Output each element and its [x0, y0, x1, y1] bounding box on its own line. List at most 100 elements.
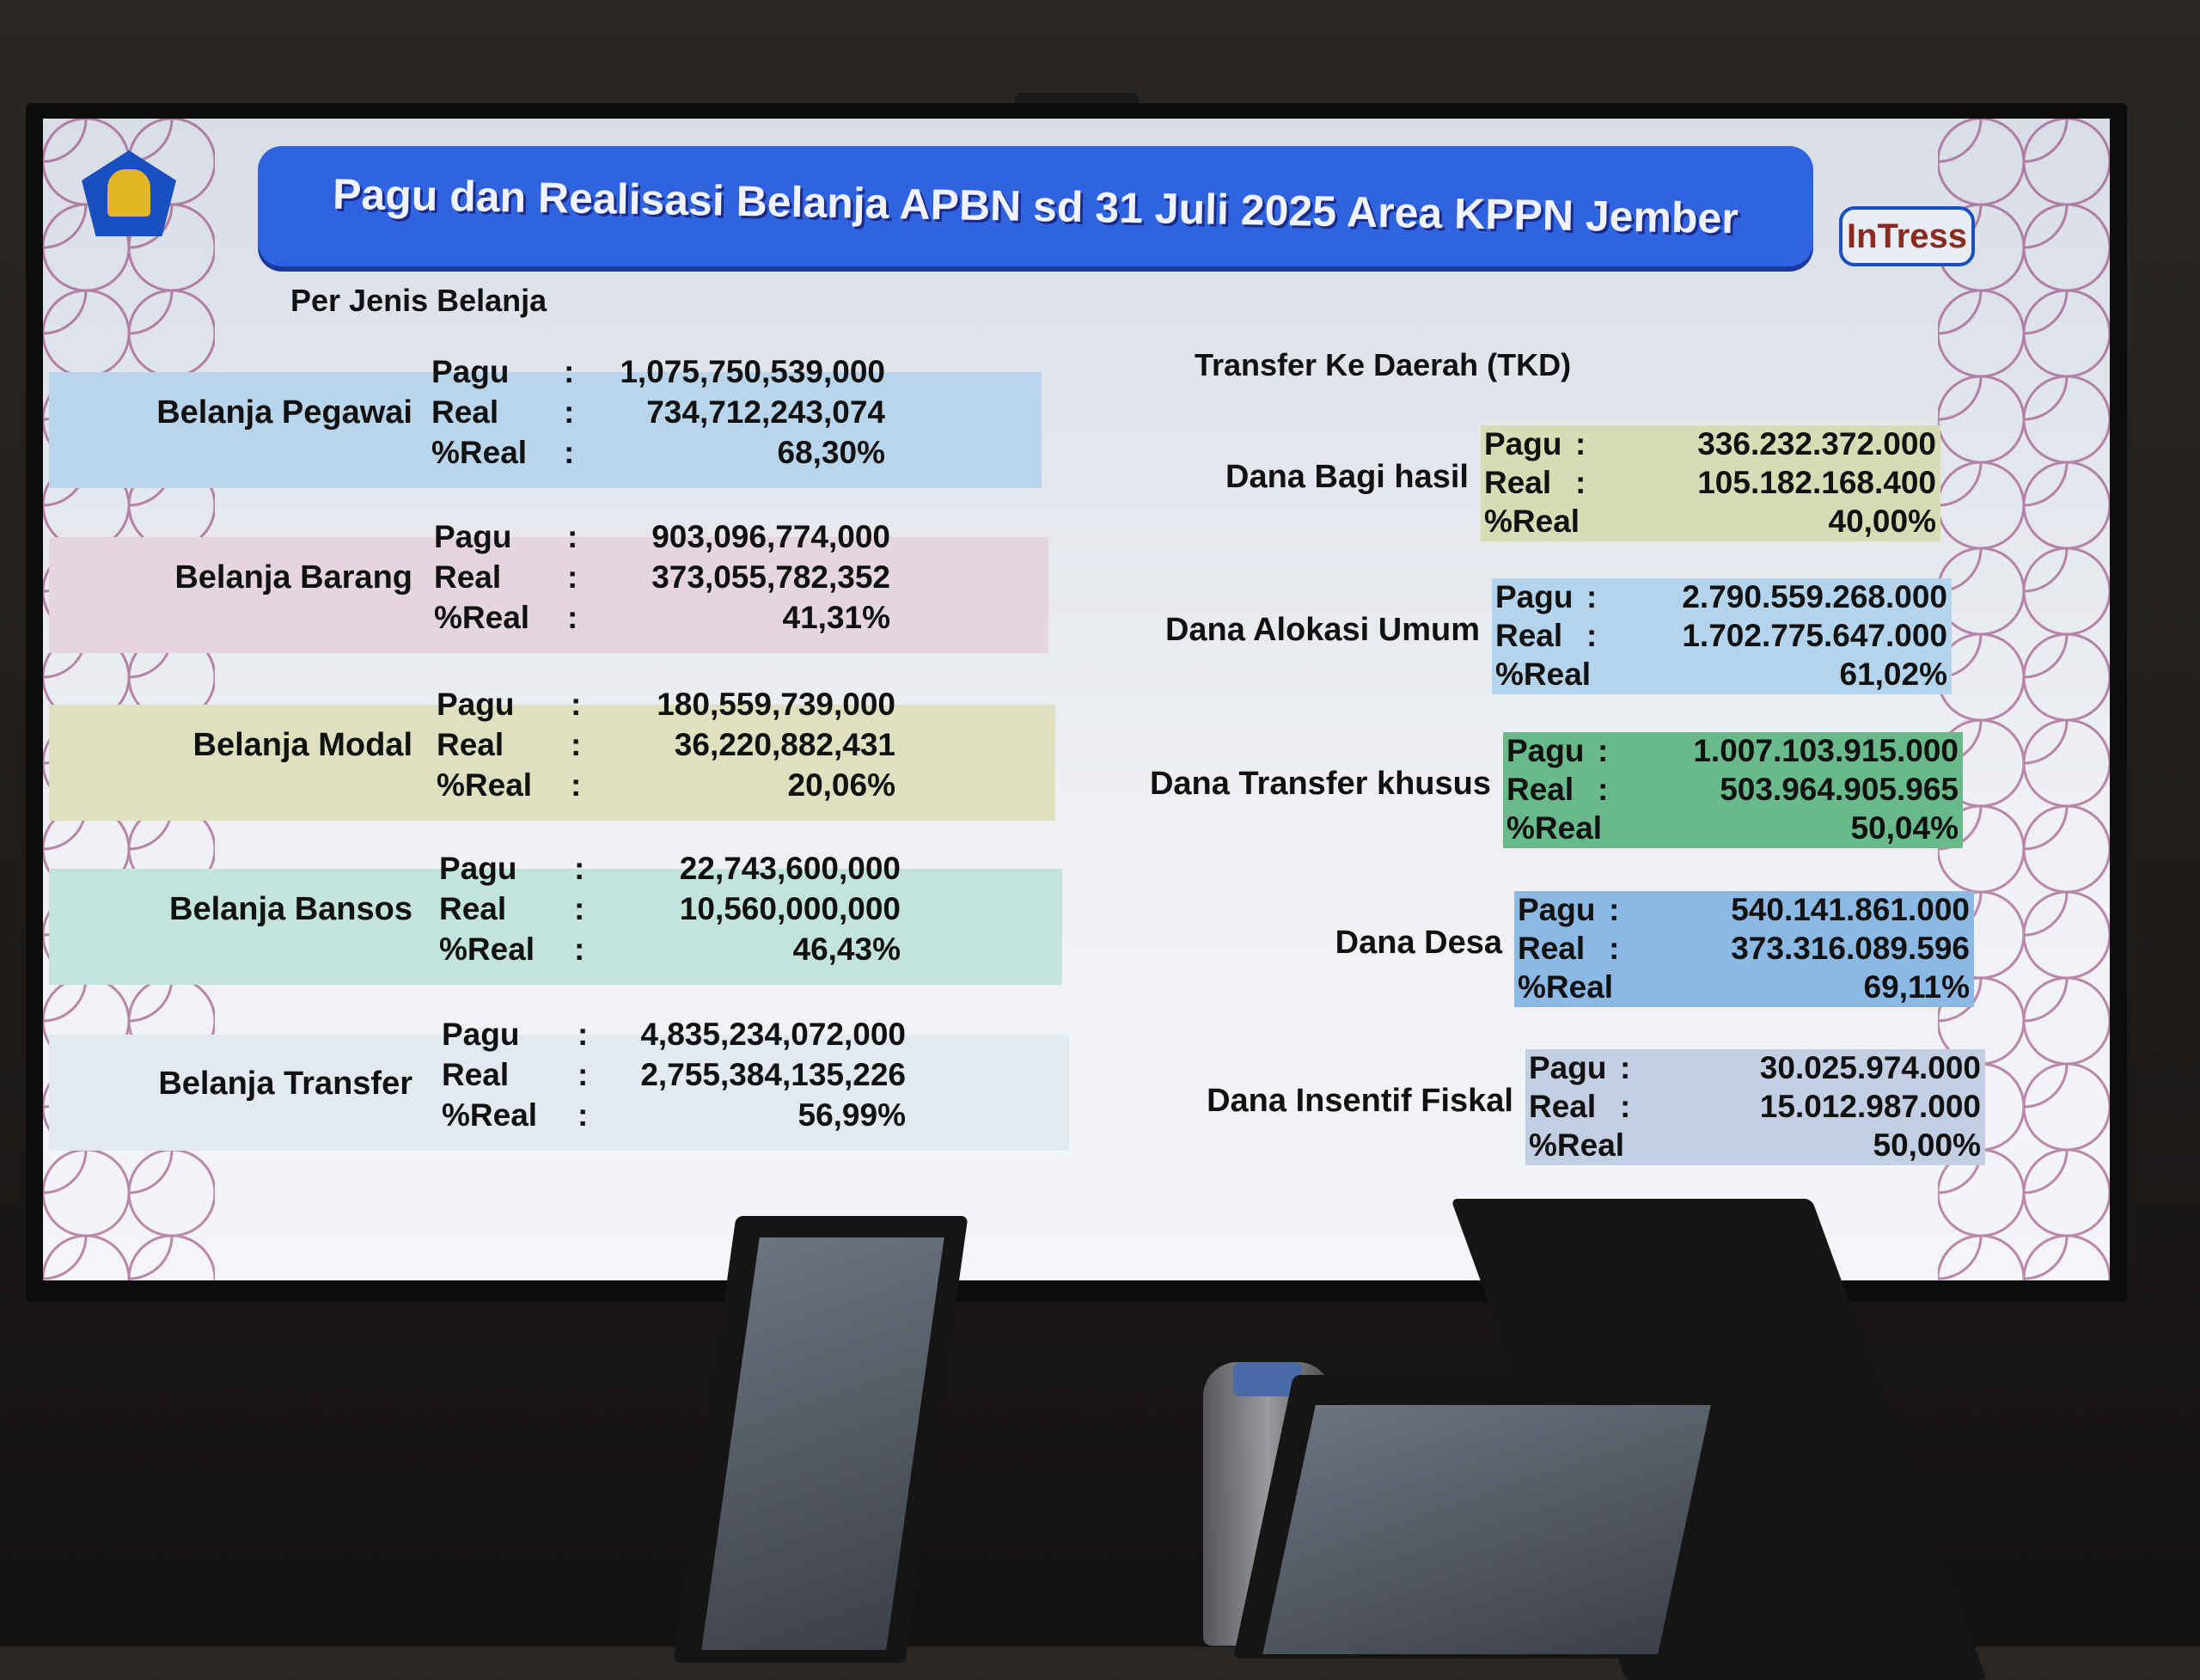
- row-separator: :: [564, 354, 575, 389]
- row-value-pct: 61,02%: [1839, 657, 1948, 692]
- row-label: %Real: [1506, 810, 1603, 846]
- row-label: Pagu: [1506, 733, 1585, 768]
- title-banner: Pagu dan Realisasi Belanja APBN sd 31 Ju…: [258, 146, 1813, 266]
- row-value-real: 503.964.905.965: [1720, 772, 1959, 807]
- tkd-box: [1492, 578, 1952, 694]
- row-label: Real: [1506, 772, 1574, 807]
- row-separator: :: [1620, 1050, 1631, 1085]
- row-separator: :: [567, 519, 578, 554]
- row-value-pagu: 1,075,750,539,000: [620, 354, 885, 389]
- row-label: %Real: [1529, 1127, 1625, 1163]
- row-label: %Real: [442, 1097, 538, 1133]
- row-value-pagu: 2.790.559.268.000: [1682, 579, 1947, 614]
- row-separator: :: [574, 851, 585, 886]
- row-value-real: 36,220,882,431: [674, 727, 895, 762]
- row-label: Real: [431, 394, 499, 430]
- row-separator: :: [1575, 426, 1586, 461]
- row-label: %Real: [439, 932, 535, 967]
- row-separator: :: [578, 1097, 589, 1133]
- row-separator: :: [1586, 579, 1598, 614]
- row-label: Pagu: [442, 1017, 520, 1052]
- row-value-real: 734,712,243,074: [646, 394, 885, 430]
- intress-logo: InTress: [1839, 206, 1975, 266]
- row-label: Pagu: [1529, 1050, 1607, 1085]
- row-label: Real: [442, 1057, 510, 1092]
- tkd-box: [1503, 732, 1963, 848]
- row-value-real: 2,755,384,135,226: [640, 1057, 906, 1092]
- belanja-box: [49, 705, 1055, 821]
- row-label: Pagu: [434, 519, 512, 554]
- belanja-box: [49, 1035, 1069, 1151]
- row-label: Real: [437, 727, 504, 762]
- row-label: %Real: [434, 600, 530, 635]
- belanja-box: [49, 372, 1042, 488]
- row-value-pct: 40,00%: [1828, 504, 1937, 539]
- right-heading: Transfer Ke Daerah (TKD): [1195, 347, 1572, 382]
- row-value-pct: 69,11%: [1863, 969, 1970, 1005]
- belanja-box: [49, 869, 1062, 985]
- laptop-front-screen: [1262, 1405, 1711, 1654]
- row-separator: :: [567, 600, 578, 635]
- left-heading: Per Jenis Belanja: [290, 283, 547, 318]
- belanja-name: Belanja Transfer: [158, 1066, 412, 1102]
- row-label: Pagu: [1518, 892, 1596, 927]
- row-value-pct: 50,00%: [1873, 1127, 1982, 1163]
- row-value-pct: 50,04%: [1850, 810, 1959, 846]
- row-value-pagu: 903,096,774,000: [651, 519, 890, 554]
- belanja-name: Belanja Barang: [174, 559, 412, 596]
- row-value-real: 105.182.168.400: [1697, 465, 1936, 500]
- tkd-name: Dana Insentif Fiskal: [1207, 1083, 1513, 1119]
- tkd-name: Dana Desa: [1335, 925, 1502, 961]
- row-value-pagu: 1.007.103.915.000: [1693, 733, 1959, 768]
- tkd-name: Dana Alokasi Umum: [1164, 612, 1480, 648]
- row-separator: :: [578, 1057, 589, 1092]
- row-label: Real: [1495, 618, 1563, 653]
- row-label: %Real: [1484, 504, 1580, 539]
- row-separator: :: [1609, 892, 1620, 927]
- row-separator: :: [571, 687, 582, 722]
- row-value-pagu: 180,559,739,000: [657, 687, 895, 722]
- row-separator: :: [1620, 1089, 1631, 1124]
- belanja-name: Belanja Pegawai: [156, 394, 412, 431]
- row-separator: :: [1598, 733, 1609, 768]
- row-label: Pagu: [1495, 579, 1574, 614]
- row-value-real: 1.702.775.647.000: [1682, 618, 1947, 653]
- row-value-real: 15.012.987.000: [1759, 1089, 1981, 1124]
- row-separator: :: [567, 559, 578, 595]
- row-value-pagu: 22,743,600,000: [679, 851, 901, 886]
- row-label: Pagu: [1484, 426, 1562, 461]
- row-separator: :: [571, 767, 582, 803]
- row-separator: :: [564, 394, 575, 430]
- row-value-pagu: 540.141.861.000: [1731, 892, 1970, 927]
- row-value-pct: 68,30%: [777, 435, 886, 470]
- row-label: Pagu: [439, 851, 517, 886]
- ministry-emblem-icon: [82, 150, 176, 236]
- row-value-real: 10,560,000,000: [679, 891, 901, 926]
- belanja-name: Belanja Bansos: [169, 891, 412, 927]
- row-separator: :: [564, 435, 575, 470]
- row-label: Real: [1529, 1089, 1597, 1124]
- tkd-box: [1481, 425, 1940, 541]
- row-separator: :: [574, 932, 585, 967]
- row-value-real: 373,055,782,352: [651, 559, 890, 595]
- row-value-real: 373.316.089.596: [1731, 931, 1970, 966]
- row-separator: :: [1609, 931, 1620, 966]
- row-label: Pagu: [431, 354, 510, 389]
- tkd-box: [1514, 891, 1974, 1007]
- row-separator: :: [1598, 772, 1609, 807]
- row-value-pct: 41,31%: [782, 600, 891, 635]
- tkd-box: [1525, 1049, 1985, 1165]
- row-label: Real: [1484, 465, 1552, 500]
- row-value-pagu: 4,835,234,072,000: [640, 1017, 906, 1052]
- slide-title: Pagu dan Realisasi Belanja APBN sd 31 Ju…: [332, 169, 1739, 242]
- row-label: Pagu: [437, 687, 515, 722]
- row-label: %Real: [437, 767, 533, 803]
- row-separator: :: [571, 727, 582, 762]
- row-separator: :: [574, 891, 585, 926]
- belanja-name: Belanja Modal: [192, 727, 413, 763]
- row-label: Real: [439, 891, 507, 926]
- row-value-pagu: 336.232.372.000: [1697, 426, 1936, 461]
- row-label: Real: [1518, 931, 1586, 966]
- row-label: %Real: [431, 435, 528, 470]
- row-separator: :: [1586, 618, 1598, 653]
